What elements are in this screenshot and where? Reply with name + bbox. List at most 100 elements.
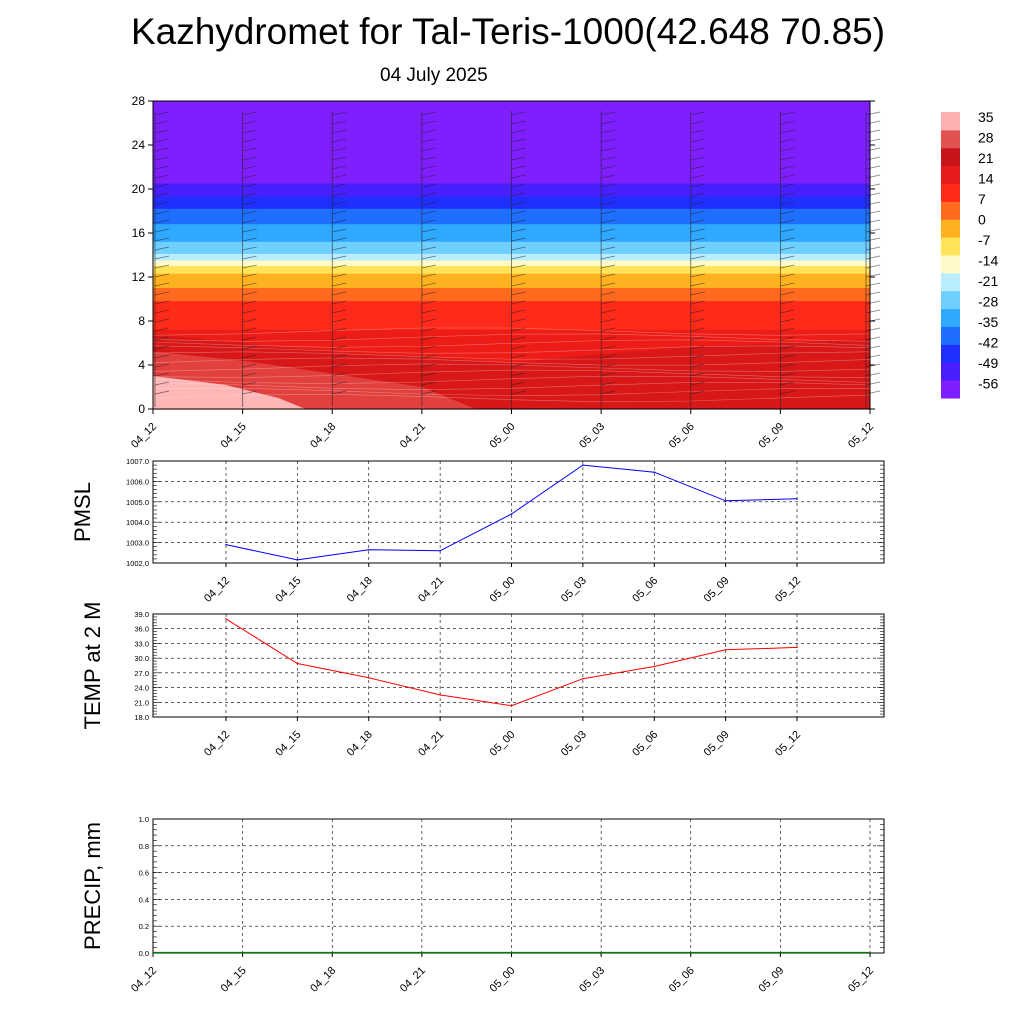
colorbar-swatch <box>941 344 960 363</box>
wind-barb <box>601 363 616 368</box>
wind-barb <box>242 309 257 314</box>
colorbar-swatch <box>941 165 960 184</box>
wind-barb <box>865 183 881 188</box>
wind-barb <box>601 282 616 287</box>
wind-barb-column <box>331 111 347 407</box>
wind-barb <box>780 345 795 350</box>
temp2m-y-tick-label: 24.0 <box>134 684 149 693</box>
wind-barb <box>154 228 170 233</box>
wind-barb <box>601 336 616 341</box>
wind-barb <box>865 147 881 152</box>
wind-barb <box>332 354 347 359</box>
temp2m-y-tick-label: 18.0 <box>134 713 149 722</box>
wind-barb <box>865 228 881 233</box>
wind-barb <box>601 165 616 170</box>
temp2m-point <box>510 704 513 707</box>
wind-barb <box>154 318 170 323</box>
wind-barb <box>780 219 795 224</box>
section-y-tick-label: 20 <box>132 182 146 196</box>
wind-barb <box>242 156 257 161</box>
colorbar-label: 35 <box>978 109 994 125</box>
wind-barb <box>332 300 347 305</box>
wind-barb <box>780 282 795 287</box>
pmsl-x-tick-label: 04_21 <box>416 575 446 605</box>
section-x-tick-label: 05_03 <box>577 421 607 451</box>
wind-barb <box>154 129 170 134</box>
precip-y-axis-label: PRECIP, mm <box>80 822 105 950</box>
wind-barb <box>154 219 170 224</box>
wind-barb <box>421 147 436 152</box>
wind-barb <box>332 291 347 296</box>
pmsl-frame <box>152 460 885 564</box>
wind-barb <box>511 174 526 179</box>
wind-barb <box>690 390 705 395</box>
wind-barb <box>690 381 705 386</box>
wind-barb <box>511 336 526 341</box>
wind-barb <box>154 363 170 368</box>
pmsl-y-tick-label: 1005.0 <box>126 498 149 507</box>
temp2m-x-tick-label: 04_15 <box>273 729 303 759</box>
colorbar-label: -56 <box>978 376 998 392</box>
wind-barb <box>780 309 795 314</box>
wind-barb <box>780 300 795 305</box>
wind-barb <box>865 210 881 215</box>
wind-barb <box>511 147 526 152</box>
wind-barb <box>421 174 436 179</box>
colorbar-swatch <box>941 326 960 345</box>
wind-barb-column <box>242 111 257 407</box>
temp2m-point <box>439 694 441 696</box>
wind-barb <box>511 273 526 278</box>
wind-barb <box>511 183 526 188</box>
wind-barb <box>332 264 347 269</box>
wind-barb <box>511 354 526 359</box>
wind-barb <box>154 120 170 125</box>
wind-barb <box>690 120 705 125</box>
wind-barb <box>421 345 436 350</box>
wind-barb <box>601 237 616 242</box>
wind-barb <box>865 381 881 386</box>
wind-barb <box>601 327 616 332</box>
wind-barb <box>865 255 881 260</box>
wind-barb <box>421 192 436 197</box>
wind-barb <box>242 300 257 305</box>
wind-barb <box>154 345 170 350</box>
pmsl-x-tick-label: 05_12 <box>773 575 803 605</box>
wind-barb <box>332 111 347 116</box>
wind-barb <box>421 210 436 215</box>
wind-barb <box>601 246 616 251</box>
wind-barb <box>865 174 881 179</box>
section-y-tick-label: 12 <box>132 270 146 284</box>
wind-barb <box>332 381 347 386</box>
temp2m-point <box>724 649 727 651</box>
wind-barb <box>242 129 257 134</box>
wind-barb <box>865 165 881 170</box>
wind-barb <box>332 273 347 278</box>
wind-barb <box>332 237 347 242</box>
wind-barb <box>242 381 257 386</box>
wind-barb <box>690 201 705 206</box>
pmsl-y-tick-label: 1002.0 <box>126 559 149 568</box>
wind-barb <box>780 336 795 341</box>
section-y-tick-label: 8 <box>138 314 145 328</box>
wind-barb <box>780 129 795 134</box>
wind-barb <box>690 318 705 323</box>
pmsl-x-tick-label: 05_00 <box>488 575 518 605</box>
wind-barb <box>690 255 705 260</box>
wind-barb <box>865 156 881 161</box>
temp2m-y-axis-label: TEMP at 2 M <box>80 602 105 730</box>
wind-barb <box>421 138 436 143</box>
wind-barb <box>421 291 436 296</box>
section-x-tick-label: 04_15 <box>219 421 249 451</box>
wind-barb <box>511 363 526 368</box>
wind-barb <box>780 201 795 206</box>
wind-barb <box>242 273 257 278</box>
wind-barb <box>332 174 347 179</box>
wind-barb <box>511 201 526 206</box>
pmsl-x-tick-label: 04_12 <box>202 575 232 605</box>
wind-barb <box>154 165 170 170</box>
temp2m-y-tick-label: 21.0 <box>134 698 149 707</box>
wind-barb <box>601 156 616 161</box>
wind-barb <box>511 390 526 395</box>
wind-barb <box>242 372 257 377</box>
wind-barb <box>690 129 705 134</box>
